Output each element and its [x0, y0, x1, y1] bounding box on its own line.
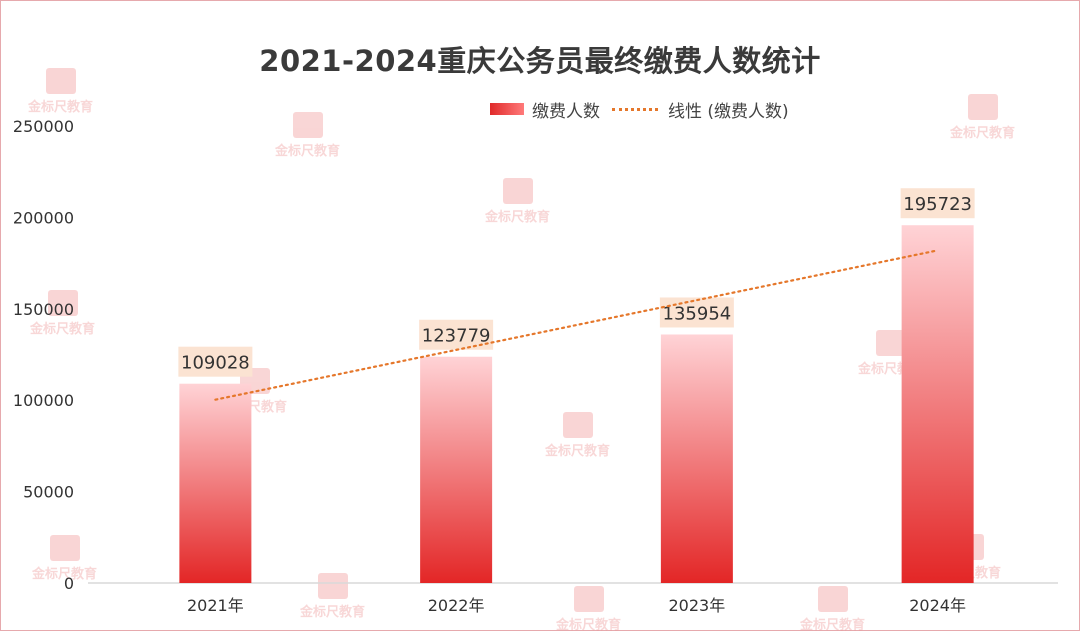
- watermark-logo: 金标尺教育: [950, 94, 1015, 141]
- y-tick-label: 0: [64, 574, 74, 593]
- watermark-logo: 金标尺教育: [556, 586, 621, 633]
- watermark-logo: 金标尺教育: [32, 535, 97, 582]
- bar: [420, 356, 493, 583]
- data-label-box: [900, 188, 975, 219]
- chart-title: 2021-2024重庆公务员最终缴费人数统计: [259, 44, 821, 78]
- y-tick-label: 250000: [13, 117, 74, 136]
- watermark-logo: 金标尺教育: [28, 68, 93, 115]
- data-label: 135954: [663, 303, 732, 324]
- y-tick-label: 200000: [13, 208, 74, 227]
- data-labels-group: 109028 123779 135954 195723: [178, 188, 975, 377]
- y-axis: 0 50000 100000 150000 200000 250000: [13, 117, 74, 593]
- data-label: 123779: [422, 326, 491, 347]
- watermark-logo: 金标尺教育: [485, 178, 550, 225]
- x-tick-label: 2022年: [428, 596, 485, 615]
- bar: [660, 334, 733, 583]
- bars-group: [179, 225, 974, 583]
- watermark-logo: 金标尺教育: [800, 586, 865, 633]
- legend-swatch-trendline: [612, 107, 658, 111]
- data-label-box: [659, 297, 734, 328]
- x-tick-label: 2023年: [669, 596, 726, 615]
- legend-swatch-bars: [490, 103, 524, 115]
- data-label: 195723: [903, 194, 972, 215]
- data-label: 109028: [181, 353, 250, 374]
- watermark-logo: 金标尺教育: [545, 412, 610, 459]
- x-tick-label: 2021年: [187, 596, 244, 615]
- chart-legend: 缴费人数 线性 (缴费人数): [490, 96, 789, 122]
- x-axis: 2021年 2022年 2023年 2024年: [187, 596, 966, 615]
- legend-label-trendline: 线性 (缴费人数): [668, 101, 789, 122]
- bar: [179, 383, 252, 583]
- y-tick-label: 50000: [23, 483, 74, 502]
- y-tick-label: 100000: [13, 391, 74, 410]
- x-tick-label: 2024年: [909, 596, 966, 615]
- watermark-logo: 金标尺教育: [30, 290, 95, 337]
- legend-label-bars: 缴费人数: [532, 101, 600, 122]
- data-label-box: [178, 346, 253, 377]
- trendline: [214, 249, 939, 401]
- y-tick-label: 150000: [13, 300, 74, 319]
- watermark-logo: 金标尺教育: [275, 112, 340, 159]
- watermark-logo: 金标尺教育: [300, 573, 365, 620]
- bar: [901, 225, 974, 583]
